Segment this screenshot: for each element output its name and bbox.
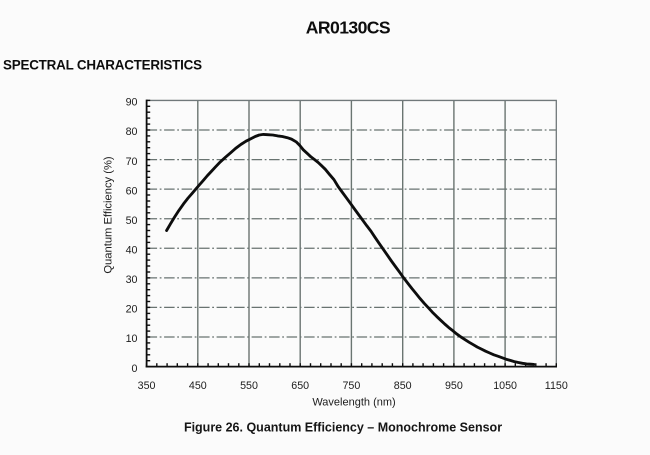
- svg-text:20: 20: [126, 304, 138, 316]
- svg-text:450: 450: [189, 380, 207, 392]
- svg-text:10: 10: [126, 333, 138, 345]
- svg-text:90: 90: [126, 97, 138, 109]
- svg-text:Quantum Efficiency (%): Quantum Efficiency (%): [103, 156, 115, 274]
- svg-text:1150: 1150: [545, 380, 568, 392]
- svg-text:350: 350: [138, 380, 156, 392]
- svg-text:850: 850: [394, 380, 412, 392]
- svg-text:1050: 1050: [493, 380, 517, 392]
- svg-text:0: 0: [132, 363, 138, 375]
- svg-text:650: 650: [291, 380, 309, 392]
- svg-text:70: 70: [126, 156, 138, 168]
- svg-text:40: 40: [126, 245, 138, 257]
- svg-text:SPECTRAL CHARACTERISTICS: SPECTRAL CHARACTERISTICS: [3, 57, 202, 72]
- svg-text:550: 550: [240, 380, 258, 392]
- svg-text:750: 750: [342, 380, 360, 392]
- svg-text:80: 80: [126, 126, 138, 138]
- svg-text:950: 950: [445, 380, 463, 392]
- svg-text:50: 50: [126, 215, 138, 227]
- svg-text:30: 30: [126, 274, 138, 286]
- svg-text:Wavelength (nm): Wavelength (nm): [312, 397, 395, 409]
- svg-text:Figure 26. Quantum Efficiency: Figure 26. Quantum Efficiency – Monochro…: [184, 420, 502, 434]
- svg-text:60: 60: [126, 185, 138, 197]
- svg-text:AR0130CS: AR0130CS: [306, 17, 391, 37]
